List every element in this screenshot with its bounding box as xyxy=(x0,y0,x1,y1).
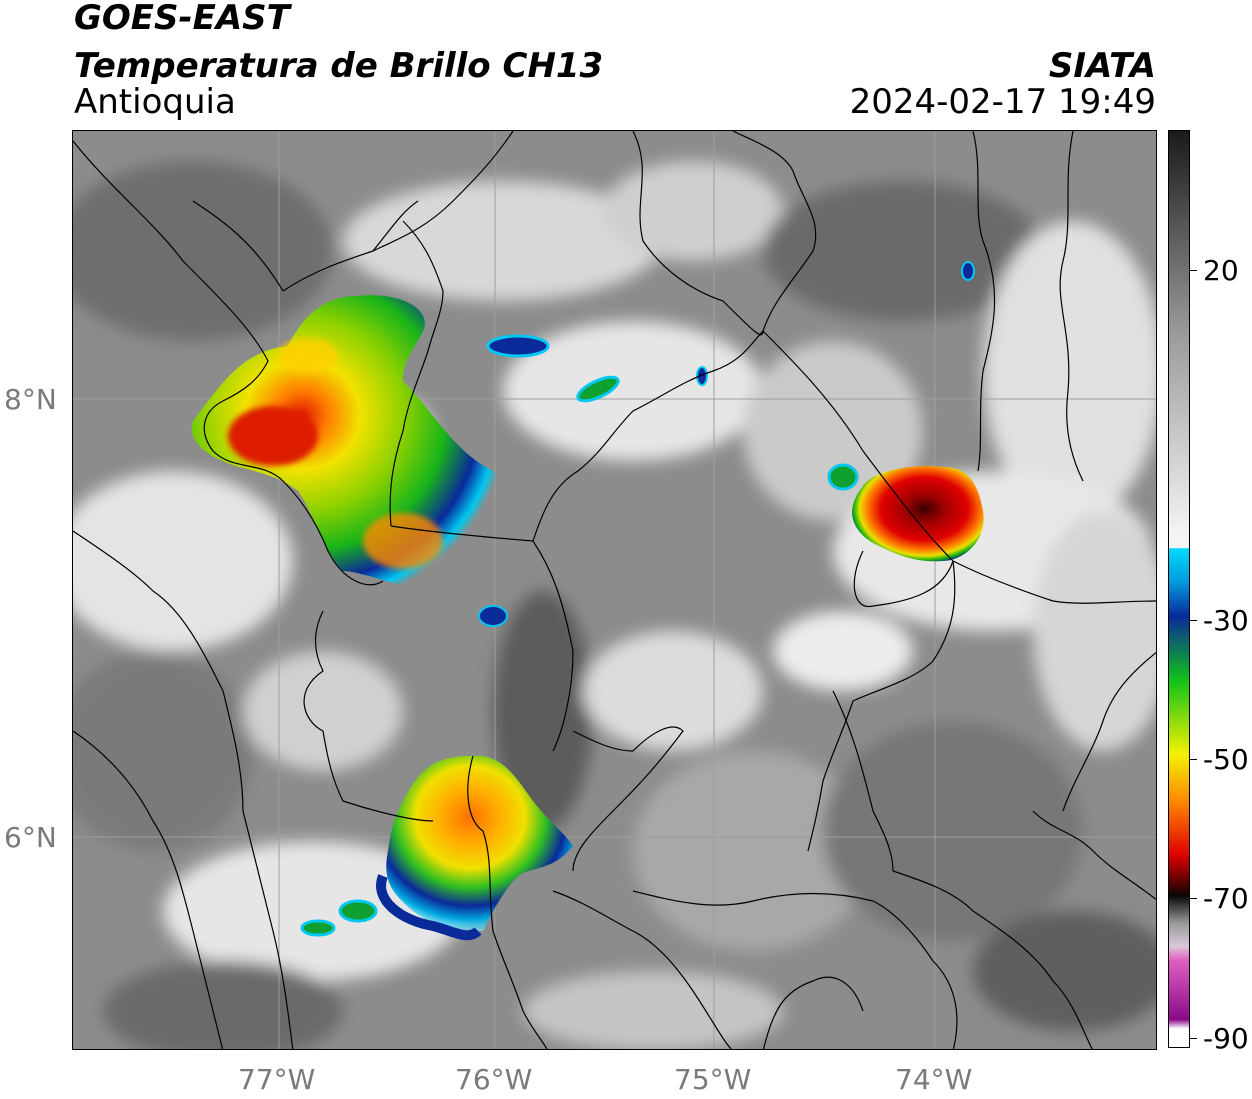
colorbar-label-neg50: -50 xyxy=(1203,743,1249,776)
satellite-title: GOES-EAST xyxy=(74,0,290,38)
colorbar xyxy=(1168,130,1190,1048)
graticule xyxy=(73,131,1156,1049)
lon-label-77w: 77°W xyxy=(238,1063,316,1096)
organization-label: SIATA xyxy=(1048,46,1156,86)
coastline-uraba xyxy=(73,140,384,586)
colorbar-label-neg70: -70 xyxy=(1203,882,1249,915)
product-title: Temperatura de Brillo CH13 xyxy=(74,46,604,86)
storm-cell-northwest xyxy=(191,295,508,595)
map-svg xyxy=(73,131,1156,1049)
colorbar-label-neg90: -90 xyxy=(1203,1022,1249,1055)
lat-label-6n: 6°N xyxy=(4,821,57,854)
storm-cell-east xyxy=(827,463,984,562)
datetime-label: 2024-02-17 19:49 xyxy=(849,82,1156,122)
boundaries xyxy=(73,131,1156,1049)
colorbar-tick-20 xyxy=(1190,270,1197,271)
colorbar-tick-neg90 xyxy=(1190,1038,1197,1039)
colorbar-label-20: 20 xyxy=(1203,254,1239,287)
colorbar-tick-neg30 xyxy=(1190,620,1197,621)
region-label: Antioquia xyxy=(74,82,236,122)
lon-label-76w: 76°W xyxy=(455,1063,533,1096)
colorbar-label-neg30: -30 xyxy=(1203,604,1249,637)
storm-cell-northwest-fragments xyxy=(478,261,975,627)
storm-cell-south xyxy=(300,755,573,941)
lon-label-74w: 74°W xyxy=(895,1063,973,1096)
colorbar-tick-neg50 xyxy=(1190,759,1197,760)
lon-label-75w: 75°W xyxy=(674,1063,752,1096)
colorbar-tick-neg70 xyxy=(1190,898,1197,899)
cloud-texture xyxy=(73,161,1156,1049)
satellite-map xyxy=(72,130,1157,1050)
lat-label-8n: 8°N xyxy=(4,383,57,416)
